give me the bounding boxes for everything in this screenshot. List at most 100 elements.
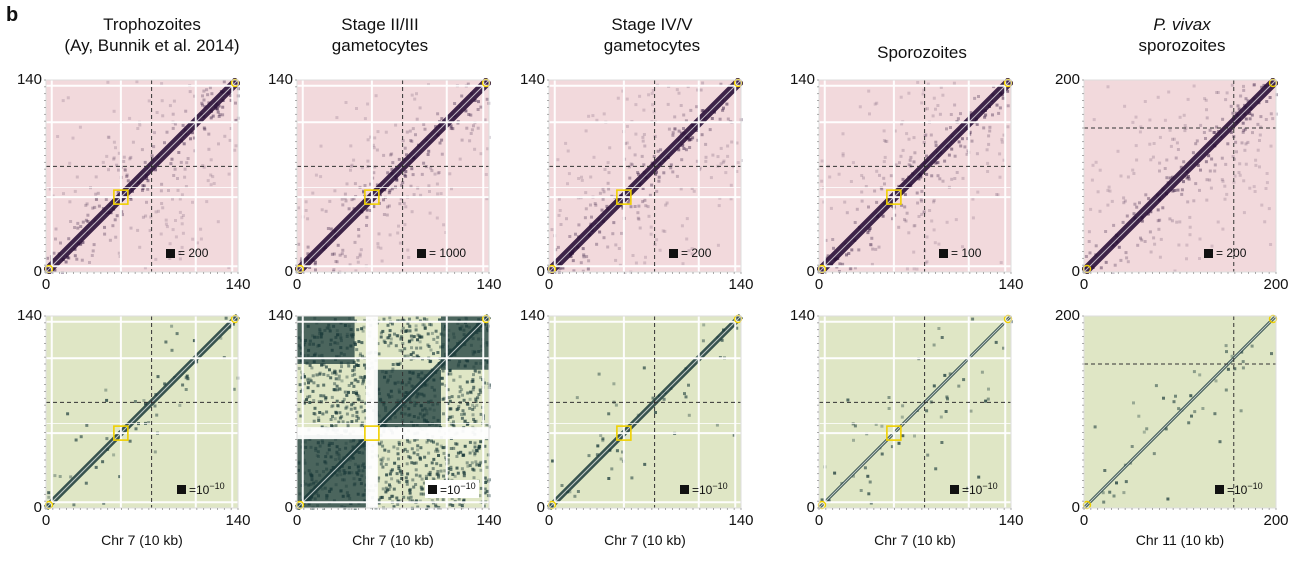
contact-pixel — [986, 397, 990, 401]
contact-pixel — [862, 176, 865, 180]
contact-pixel — [435, 447, 439, 451]
contact-pixel — [558, 209, 562, 212]
contact-pixel — [1158, 161, 1162, 165]
contact-pixel — [1006, 89, 1010, 93]
contact-pixel — [85, 423, 89, 427]
contact-pixel — [1269, 243, 1273, 246]
contact-pixel — [155, 413, 159, 417]
contact-pixel — [234, 119, 238, 122]
contact-pixel — [1101, 491, 1105, 495]
contact-pixel — [1201, 407, 1205, 410]
contact-pixel — [1192, 199, 1196, 203]
contact-pixel — [404, 170, 408, 173]
contact-pixel — [376, 130, 380, 134]
contact-pixel — [146, 187, 150, 191]
contact-pixel — [415, 316, 419, 320]
contact-pixel — [419, 346, 423, 350]
contact-pixel — [473, 405, 476, 409]
contact-pixel — [922, 140, 926, 144]
contact-pixel — [629, 205, 633, 209]
contact-pixel — [920, 199, 924, 203]
contact-pixel — [401, 326, 405, 330]
contact-pixel — [446, 458, 450, 462]
contact-pixel — [410, 167, 414, 171]
contact-pixel — [369, 182, 373, 186]
contact-pixel — [328, 368, 331, 372]
contact-pixel — [595, 453, 599, 457]
contact-pixel — [875, 200, 879, 204]
contact-pixel — [353, 341, 357, 345]
contact-pixel — [347, 384, 351, 387]
contact-pixel — [476, 108, 480, 111]
contact-pixel — [884, 139, 888, 143]
contact-pixel — [961, 176, 965, 180]
contact-pixel — [430, 461, 434, 465]
contact-pixel — [414, 133, 417, 137]
contact-pixel — [478, 462, 482, 466]
x-axis-max-label: 200 — [1263, 512, 1289, 529]
contact-pixel — [633, 205, 637, 208]
contact-pixel — [486, 493, 490, 497]
contact-pixel — [387, 449, 391, 453]
contact-pixel — [636, 216, 640, 220]
contact-pixel — [399, 337, 403, 341]
contact-pixel — [320, 363, 323, 367]
contact-pixel — [936, 104, 940, 107]
contact-pixel — [58, 475, 62, 478]
contact-pixel — [382, 339, 386, 343]
contact-pixel — [356, 260, 360, 264]
contact-pixel — [1126, 260, 1130, 264]
contact-pixel — [117, 251, 121, 255]
contact-pixel — [153, 450, 157, 454]
x-axis-min-label: 0 — [814, 276, 824, 293]
panel-letter: b — [6, 4, 19, 26]
contact-pixel — [379, 462, 383, 466]
contact-pixel — [939, 85, 943, 89]
contact-pixel — [436, 112, 440, 116]
contact-pixel — [930, 219, 934, 223]
contact-pixel — [917, 215, 921, 218]
contact-pixel — [1202, 131, 1206, 134]
contact-pixel — [313, 260, 317, 264]
contact-pixel — [395, 472, 399, 476]
contact-pixel — [1174, 156, 1178, 160]
contact-pixel — [1103, 469, 1107, 472]
contact-pixel — [419, 492, 423, 496]
contact-pixel — [118, 475, 122, 479]
contact-pixel — [651, 103, 655, 107]
contact-pixel — [440, 376, 444, 380]
contact-pixel — [425, 318, 429, 322]
contact-pixel — [955, 171, 959, 174]
contact-pixel — [715, 423, 719, 427]
contact-pixel — [375, 148, 379, 152]
contact-pixel — [136, 127, 140, 130]
contact-pixel — [1106, 85, 1110, 89]
contact-pixel — [466, 391, 470, 395]
contact-pixel — [182, 142, 186, 146]
contact-pixel — [925, 172, 929, 176]
contact-pixel — [379, 246, 383, 250]
contact-pixel — [423, 455, 427, 459]
contact-pixel — [355, 419, 359, 423]
contact-pixel — [209, 183, 213, 187]
contact-pixel — [655, 170, 658, 174]
contact-pixel — [484, 173, 488, 176]
contact-pixel — [943, 159, 947, 163]
contact-pixel — [442, 396, 446, 400]
contact-pixel — [150, 154, 154, 158]
contact-pixel — [1166, 497, 1170, 501]
color-scale-legend: = 200 — [669, 246, 711, 260]
contact-pixel — [356, 364, 360, 367]
color-scale-legend: = 1000 — [417, 246, 466, 260]
contact-pixel — [313, 263, 317, 267]
contact-pixel — [1275, 93, 1278, 97]
contact-pixel — [576, 490, 580, 493]
contact-pixel — [299, 390, 303, 393]
y-axis-max-label: 140 — [789, 71, 815, 88]
contact-pixel — [1121, 220, 1125, 224]
contact-pixel — [378, 442, 382, 446]
contact-pixel — [222, 80, 226, 84]
contact-pixel — [449, 415, 452, 419]
contact-pixel — [934, 467, 938, 471]
contact-pixel — [472, 476, 476, 480]
